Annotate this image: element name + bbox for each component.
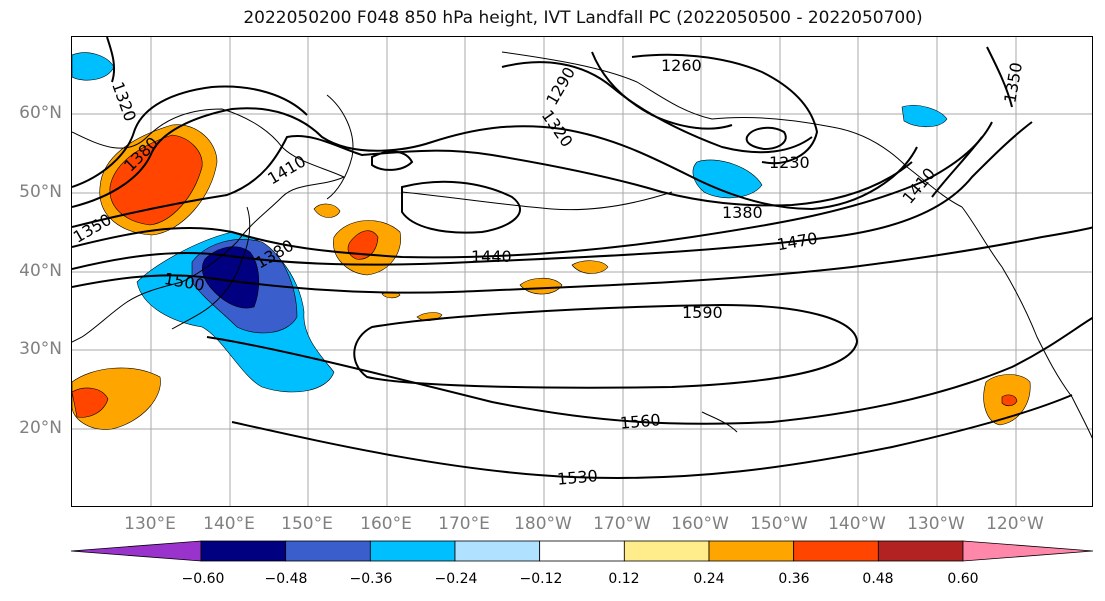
contour-1560: [206, 317, 1092, 425]
cbar-tick-4: −0.24: [434, 571, 478, 587]
contour-1530: [231, 394, 1073, 479]
lon-label-150E: 150°E: [281, 514, 333, 534]
contour-label-1530: 1530: [556, 466, 598, 488]
lat-label-60N: 60°N: [19, 103, 62, 123]
ivt-shading: [72, 52, 1031, 430]
lat-label-20N: 20°N: [19, 418, 62, 438]
coast-hawaii: [701, 411, 738, 433]
contour-label-1410a: 1410: [264, 151, 309, 188]
lon-label-140E: 140°E: [203, 514, 255, 534]
cbar-tick-2: −0.48: [264, 571, 308, 587]
contour-1410-ne: [931, 136, 983, 198]
lon-label-150W: 150°W: [750, 514, 808, 534]
contour-1590: [353, 303, 859, 389]
contour-1320: [106, 37, 116, 83]
contour-label-1470: 1470: [776, 229, 819, 255]
colorbar-segment: [539, 540, 625, 562]
contour-label-1230: 1230: [769, 153, 810, 172]
contour-1290: [591, 51, 733, 130]
contour-1320b: [501, 61, 813, 154]
lon-label-120W: 120°W: [986, 514, 1044, 534]
cbar-tick-1: −0.60: [181, 571, 225, 587]
lat-label-40N: 40°N: [19, 261, 62, 281]
coast-aleutians: [401, 191, 673, 211]
cbar-tick-10: 0.60: [947, 571, 979, 587]
contour-label-1560: 1560: [619, 410, 661, 432]
colorbar-segment: [877, 540, 964, 562]
cbar-tick-9: 0.48: [862, 571, 894, 587]
colorbar-segment: [623, 540, 710, 562]
contour-label-1320a: 1320: [108, 79, 140, 124]
colorbar-segment: [454, 540, 541, 562]
cbar-tick-8: 0.36: [778, 571, 810, 587]
lon-label-170W: 170°W: [593, 514, 651, 534]
coast-na-west: [961, 206, 1092, 439]
coast-japan: [171, 206, 251, 330]
contour-1440: [72, 121, 993, 259]
contour-1230: [745, 126, 787, 151]
contour-1500: [72, 226, 1092, 294]
shade-orange-180: [519, 277, 563, 295]
cbar-tick-7: 0.24: [693, 571, 725, 587]
coast-asia: [72, 108, 346, 343]
lat-label-50N: 50°N: [19, 182, 62, 202]
contour-label-1440: 1440: [471, 247, 512, 266]
contour-label-1290: 1290: [542, 64, 579, 109]
cbar-tick-3: −0.36: [349, 571, 393, 587]
shade-orange-173W: [571, 260, 609, 274]
contour-1470: [72, 121, 1033, 270]
contour-label-1350b: 1350: [1000, 61, 1026, 104]
colorbar-segment: [708, 540, 795, 562]
shade-red-sw: [72, 387, 109, 418]
colorbar-segment: [200, 540, 287, 562]
colorbar-extend-high: [962, 540, 1094, 562]
map-title: 2022050200 F048 850 hPa height, IVT Land…: [243, 8, 923, 28]
map-canvas: 1230 1260 1290 1320 1320 1350 1350 1380 …: [72, 37, 1092, 506]
colorbar-segment: [369, 540, 456, 562]
colorbar-segment: [285, 540, 371, 562]
contour-1260: [631, 53, 819, 165]
contour-1380: [72, 107, 918, 211]
colorbar-extend-low: [70, 540, 202, 562]
contour-1320-ne: [986, 46, 1013, 108]
shade-red-mexico: [1001, 394, 1018, 407]
contour-label-1410b: 1410: [899, 164, 940, 207]
contour-1290-cut: [371, 150, 414, 171]
contour-1350: [72, 85, 308, 188]
cbar-tick-5: −0.12: [519, 571, 563, 587]
lon-label-160W: 160°W: [671, 514, 729, 534]
height-contours: [72, 37, 1092, 479]
shade-lightblue-bc: [901, 105, 948, 128]
lon-label-130W: 130°W: [907, 514, 965, 534]
lon-label-180W: 180°W: [514, 514, 572, 534]
contour-label-1380b: 1380: [722, 203, 763, 222]
lon-label-140W: 140°W: [828, 514, 886, 534]
cbar-tick-6: 0.12: [608, 571, 640, 587]
lon-label-170E: 170°E: [438, 514, 490, 534]
shade-lightblue-nw: [72, 52, 115, 81]
contour-label-1590: 1590: [682, 303, 723, 322]
lon-label-130E: 130°E: [124, 514, 176, 534]
contour-1410: [72, 135, 913, 228]
colorbar-segment: [793, 540, 879, 562]
map-panel[interactable]: 1230 1260 1290 1320 1320 1350 1350 1380 …: [71, 36, 1093, 507]
lon-label-160E: 160°E: [360, 514, 412, 534]
coast-kamchatka: [326, 94, 354, 200]
contour-1440-small: [401, 180, 521, 234]
lat-label-30N: 30°N: [19, 339, 62, 359]
shade-orange-153E: [313, 203, 341, 218]
contour-label-1260: 1260: [661, 56, 702, 75]
